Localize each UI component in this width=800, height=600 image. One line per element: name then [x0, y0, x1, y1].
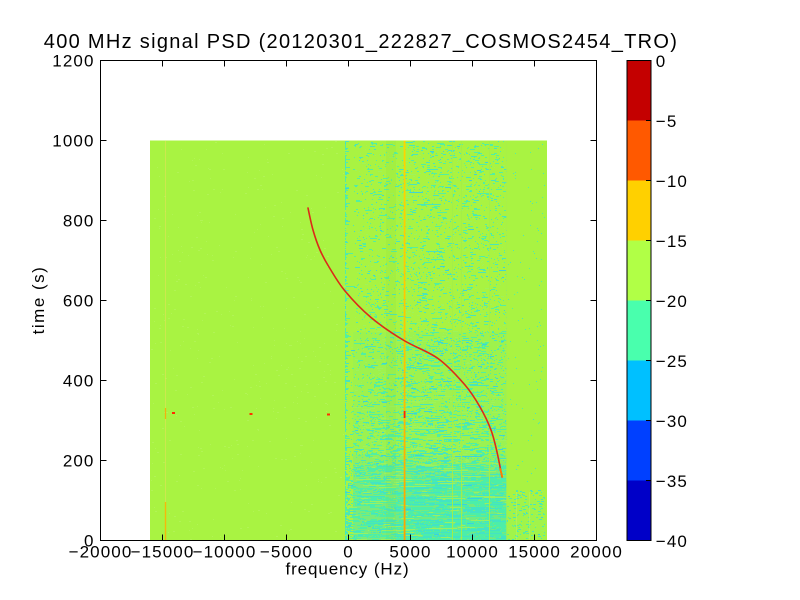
svg-text:−15000: −15000	[131, 543, 195, 562]
svg-text:5000: 5000	[389, 543, 431, 562]
svg-text:−15: −15	[656, 232, 688, 251]
svg-text:10000: 10000	[446, 543, 499, 562]
svg-text:400 MHz signal PSD (20120301_2: 400 MHz signal PSD (20120301_222827_COSM…	[44, 31, 678, 53]
svg-text:time (s): time (s)	[29, 266, 48, 335]
svg-text:−20000: −20000	[69, 543, 133, 562]
svg-text:0: 0	[656, 52, 667, 71]
svg-text:200: 200	[63, 451, 95, 470]
svg-text:−20: −20	[656, 292, 688, 311]
svg-text:−30: −30	[656, 412, 688, 431]
svg-text:−10000: −10000	[193, 543, 257, 562]
svg-text:−5: −5	[656, 112, 678, 131]
svg-text:−40: −40	[656, 532, 688, 551]
svg-text:1200: 1200	[52, 51, 94, 70]
svg-text:400: 400	[63, 371, 95, 390]
svg-text:20000: 20000	[570, 543, 623, 562]
svg-text:−10: −10	[656, 172, 688, 191]
svg-text:0: 0	[84, 531, 95, 550]
svg-text:1000: 1000	[52, 131, 94, 150]
svg-text:0: 0	[343, 543, 354, 562]
svg-text:15000: 15000	[508, 543, 561, 562]
svg-text:−25: −25	[656, 352, 688, 371]
svg-text:600: 600	[63, 291, 95, 310]
svg-text:−35: −35	[656, 472, 688, 491]
svg-text:frequency (Hz): frequency (Hz)	[285, 560, 409, 579]
svg-text:−5000: −5000	[260, 543, 313, 562]
svg-text:800: 800	[63, 211, 95, 230]
